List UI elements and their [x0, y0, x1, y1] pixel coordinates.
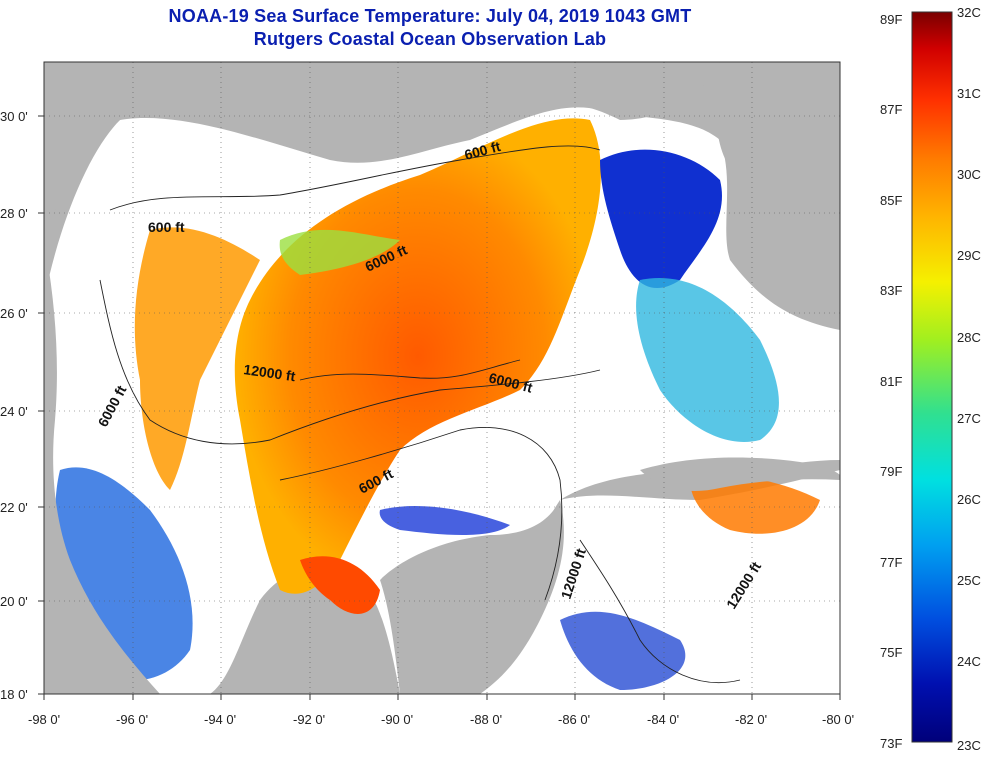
lat-tick-label: 26 0' [0, 306, 28, 321]
sst-campeche-warm [300, 556, 380, 614]
plot-frame [43, 61, 841, 695]
chart-title: NOAA-19 Sea Surface Temperature: July 04… [168, 6, 692, 26]
lon-tick-label: -90 0' [381, 712, 413, 727]
colorbar-celsius-labels: 32C 31C 30C 29C 28C 27C 26C 25C 24C 23C [957, 5, 981, 753]
chart-subtitle: Rutgers Coastal Ocean Observation Lab [253, 29, 607, 49]
colorbar-fahrenheit-labels: 89F 87F 85F 83F 81F 79F 77F 75F 73F [880, 12, 902, 751]
sst-caribbean-blue [560, 611, 686, 690]
fahrenheit-label: 73F [880, 736, 902, 751]
fahrenheit-label: 87F [880, 102, 902, 117]
celsius-label: 23C [957, 738, 981, 753]
lat-tick-label: 28 0' [0, 206, 28, 221]
fahrenheit-label: 85F [880, 193, 902, 208]
lon-tick-label: -82 0' [735, 712, 767, 727]
sst-cyan-east [636, 278, 779, 442]
colorbar: 32C 31C 30C 29C 28C 27C 26C 25C 24C 23C … [880, 5, 981, 753]
lon-tick-label: -94 0' [204, 712, 236, 727]
land-florida [716, 62, 840, 330]
lon-tick-label: -84 0' [647, 712, 679, 727]
lat-tick-label: 22 0' [0, 500, 28, 515]
lon-tick-label: -96 0' [116, 712, 148, 727]
lon-tick-label: -92 0' [293, 712, 325, 727]
lat-tick-label: 24 0' [0, 404, 28, 419]
sst-green-band [279, 229, 400, 275]
celsius-label: 25C [957, 573, 981, 588]
lon-tick-label: -88 0' [470, 712, 502, 727]
land-cuba [640, 457, 840, 491]
land-yucatan [380, 500, 564, 694]
celsius-label: 28C [957, 330, 981, 345]
tick-marks [38, 115, 841, 700]
sst-caribbean-warm [690, 476, 820, 534]
lon-tick-label: -86 0' [558, 712, 590, 727]
bathymetry-contours [99, 145, 741, 684]
fahrenheit-label: 83F [880, 283, 902, 298]
sst-yucatan-blue [379, 505, 510, 535]
lat-tick-label: 18 0' [0, 687, 28, 702]
fahrenheit-label: 89F [880, 12, 902, 27]
celsius-label: 31C [957, 86, 981, 101]
celsius-label: 27C [957, 411, 981, 426]
longitude-labels: -98 0' -96 0' -94 0' -92 0' -90 0' -88 0… [28, 712, 854, 727]
land-north-coast [44, 62, 720, 240]
celsius-label: 30C [957, 167, 981, 182]
lon-tick-label: -80 0' [822, 712, 854, 727]
sst-cool-east [600, 149, 722, 289]
celsius-label: 32C [957, 5, 981, 20]
contour-label: 12000 ft [243, 361, 297, 384]
celsius-label: 26C [957, 492, 981, 507]
graticule [44, 62, 840, 694]
lat-tick-label: 30 0' [0, 109, 28, 124]
lon-tick-label: -98 0' [28, 712, 60, 727]
fahrenheit-label: 81F [880, 374, 902, 389]
latitude-labels: 30 0' 28 0' 26 0' 24 0' 22 0' 20 0' 18 0… [0, 109, 28, 702]
colorbar-gradient [911, 11, 953, 743]
sst-orange-area [134, 227, 260, 490]
fahrenheit-label: 77F [880, 555, 902, 570]
land-mexico-west [44, 240, 160, 694]
fahrenheit-label: 75F [880, 645, 902, 660]
fahrenheit-label: 79F [880, 464, 902, 479]
contour-label: 600 ft [148, 219, 185, 235]
celsius-label: 29C [957, 248, 981, 263]
celsius-label: 24C [957, 654, 981, 669]
lat-tick-label: 20 0' [0, 594, 28, 609]
